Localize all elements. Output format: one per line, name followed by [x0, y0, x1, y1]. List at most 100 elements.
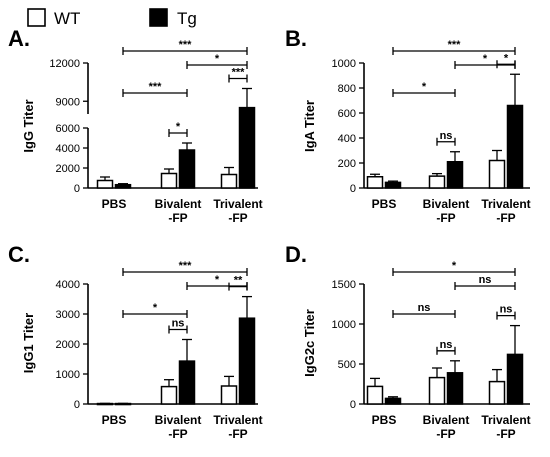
significance-label: ns	[418, 302, 431, 314]
panel-letter: C.	[8, 242, 30, 267]
bar-tg-0	[384, 397, 402, 405]
bar-wt-1	[428, 376, 446, 405]
x-category-label: Bivalent	[155, 413, 202, 427]
y-tick-label: 12000	[49, 58, 80, 70]
bar-wt-2	[488, 159, 506, 189]
x-category-label: PBS	[372, 413, 397, 427]
bar-wt-0	[96, 179, 114, 189]
bar-tg-1	[446, 372, 464, 405]
significance-label: **	[234, 275, 243, 287]
significance-label: *	[483, 53, 488, 65]
bar-tg-0	[114, 183, 132, 189]
panel-2: B. IgA Titer 0 200 400 600 800 1000 PBS Bivalent -…	[285, 26, 531, 225]
legend: WT Tg	[27, 8, 197, 28]
bar-wt-1	[428, 175, 446, 189]
y-tick-label: 0	[74, 399, 80, 411]
bar-tg-2	[506, 104, 524, 189]
panel-letter: B.	[285, 26, 307, 51]
significance-label: ns	[479, 274, 492, 286]
y-tick-label: 1000	[332, 58, 356, 70]
significance-label: *	[153, 302, 158, 314]
y-tick-label: 0	[350, 183, 356, 195]
y-tick-label: 0	[350, 399, 356, 411]
significance-label: ns	[440, 130, 453, 142]
y-tick-label: 2000	[56, 339, 80, 351]
significance-label: ***	[149, 81, 163, 93]
significance-label: ns	[500, 304, 513, 316]
y-tick-label: 3000	[56, 309, 80, 321]
y-tick-label: 200	[338, 158, 356, 170]
y-tick-label: 4000	[56, 279, 80, 291]
y-tick-label: 1000	[56, 369, 80, 381]
y-tick-label: 1500	[332, 279, 356, 291]
bar-tg-1	[178, 149, 196, 189]
legend-tg-swatch	[149, 8, 168, 27]
x-category-label: -FP	[436, 427, 455, 441]
y-tick-label: 4000	[56, 143, 80, 155]
significance-label: ns	[440, 339, 453, 351]
bar-wt-2	[220, 385, 238, 405]
x-category-label: -FP	[496, 427, 515, 441]
legend-wt-swatch	[27, 8, 46, 27]
legend-tg-label: Tg	[177, 9, 197, 28]
y-tick-label: 500	[338, 359, 356, 371]
y-axis-label: IgA Titer	[302, 100, 317, 152]
x-category-label: -FP	[228, 427, 247, 441]
y-tick-label: 1000	[332, 319, 356, 331]
bar-tg-2	[238, 317, 256, 405]
x-category-label: -FP	[168, 211, 187, 225]
bar-wt-2	[488, 380, 506, 405]
bar-tg-1	[178, 360, 196, 405]
significance-label: *	[452, 260, 457, 272]
bar-wt-0	[366, 176, 384, 189]
y-tick-label: 600	[338, 108, 356, 120]
x-category-label: -FP	[168, 427, 187, 441]
panel-1: A. IgG Titer 0 2000 4000 6000 9000 12000 PBS Biva…	[8, 26, 263, 225]
x-category-label: Bivalent	[155, 197, 202, 211]
significance-label: *	[422, 81, 427, 93]
y-axis-label: IgG1 Titer	[21, 313, 36, 373]
bar-tg-2	[238, 106, 256, 189]
significance-label: ***	[232, 67, 246, 79]
x-category-label: Bivalent	[423, 413, 470, 427]
x-category-label: Trivalent	[481, 197, 530, 211]
bar-tg-0	[384, 181, 402, 189]
x-category-label: Trivalent	[213, 413, 262, 427]
panel-letter: A.	[8, 26, 30, 51]
x-category-label: Trivalent	[213, 197, 262, 211]
significance-label: *	[215, 53, 220, 65]
significance-label: *	[215, 274, 220, 286]
y-axis-label: IgG Titer	[21, 99, 36, 152]
significance-label: ***	[179, 260, 193, 272]
bar-wt-1	[160, 172, 178, 189]
significance-label: *	[176, 121, 181, 133]
legend-wt-label: WT	[54, 9, 80, 28]
x-category-label: PBS	[372, 197, 397, 211]
y-tick-label: 6000	[56, 123, 80, 135]
bar-wt-2	[220, 173, 238, 189]
y-tick-label: 400	[338, 133, 356, 145]
panel-3: C. IgG1 Titer 0 1000 2000 3000 4000 PBS Bivalent…	[8, 242, 263, 441]
significance-label: ***	[179, 39, 193, 51]
x-category-label: Bivalent	[423, 197, 470, 211]
y-tick-label: 0	[74, 183, 80, 195]
bar-tg-1	[446, 161, 464, 189]
x-category-label: -FP	[496, 211, 515, 225]
x-category-label: Trivalent	[481, 413, 530, 427]
bar-wt-1	[160, 385, 178, 405]
significance-label: ns	[172, 318, 185, 330]
x-category-label: PBS	[102, 413, 127, 427]
panel-letter: D.	[285, 242, 307, 267]
y-tick-label: 800	[338, 83, 356, 95]
x-category-label: -FP	[228, 211, 247, 225]
y-axis-label: IgG2c Titer	[302, 309, 317, 377]
y-tick-label: 2000	[56, 163, 80, 175]
significance-label: *	[504, 52, 509, 64]
x-category-label: PBS	[102, 197, 127, 211]
bar-wt-0	[366, 385, 384, 405]
y-tick-label: 9000	[56, 96, 80, 108]
